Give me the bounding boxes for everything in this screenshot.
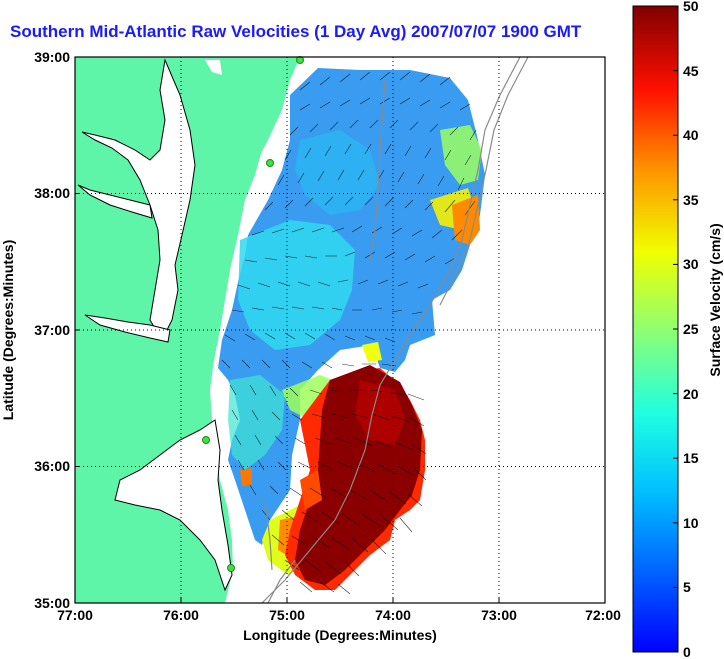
y-tick-labels: 39:00 38:00 37:00 36:00 35:00 bbox=[34, 49, 70, 611]
colorbar-tick-label: 50 bbox=[683, 0, 699, 14]
inlet-water bbox=[205, 60, 222, 75]
station-marker bbox=[227, 564, 235, 572]
x-tick-label: 73:00 bbox=[481, 607, 517, 623]
colorbar-tick-label: 15 bbox=[683, 450, 699, 466]
potomac-river bbox=[77, 184, 153, 219]
colorbar-tick-label: 45 bbox=[683, 63, 699, 79]
x-tick-labels: 77:00 76:00 75:00 74:00 73:00 72:00 bbox=[57, 607, 621, 623]
x-axis-label: Longitude (Degrees:Minutes) bbox=[243, 627, 437, 643]
x-tick-label: 76:00 bbox=[163, 607, 199, 623]
colorbar-tick-label: 0 bbox=[683, 644, 691, 659]
colorbar: 50 45 40 35 30 25 20 15 10 5 0 Surface V… bbox=[632, 0, 723, 659]
station-marker bbox=[266, 159, 274, 167]
grid-lines bbox=[75, 57, 605, 603]
colorbar-tick-label: 40 bbox=[683, 127, 699, 143]
x-tick-label: 72:00 bbox=[585, 607, 621, 623]
colorbar-label: Surface Velocity (cm/s) bbox=[707, 223, 723, 376]
y-tick-label: 36:00 bbox=[34, 458, 70, 474]
peninsula bbox=[180, 57, 300, 300]
sound-water bbox=[114, 419, 233, 592]
x-tick-label: 75:00 bbox=[269, 607, 305, 623]
colorbar-tick-label: 35 bbox=[683, 192, 699, 208]
axis-ticks bbox=[75, 193, 500, 603]
colorbar-gradient bbox=[632, 5, 679, 653]
hf-radar-stations bbox=[202, 56, 304, 572]
colorbar-tick-label: 30 bbox=[683, 256, 699, 272]
colorbar-tick-label: 10 bbox=[683, 515, 699, 531]
bathymetry-contours bbox=[261, 57, 529, 603]
colorbar-tick-label: 5 bbox=[683, 579, 691, 595]
map-title: Southern Mid-Atlantic Raw Velocities (1 … bbox=[10, 22, 582, 41]
y-tick-label: 37:00 bbox=[34, 322, 70, 338]
y-tick-label: 38:00 bbox=[34, 185, 70, 201]
james-river bbox=[84, 314, 171, 343]
y-axis-label: Latitude (Degrees:Minutes) bbox=[0, 240, 16, 420]
station-marker bbox=[202, 436, 210, 444]
y-tick-label: 39:00 bbox=[34, 49, 70, 65]
y-tick-label: 35:00 bbox=[34, 595, 70, 611]
x-tick-label: 77:00 bbox=[57, 607, 93, 623]
colorbar-tick-label: 25 bbox=[683, 321, 699, 337]
x-tick-label: 74:00 bbox=[375, 607, 411, 623]
bay-water bbox=[81, 58, 196, 342]
colorbar-tick-label: 20 bbox=[683, 386, 699, 402]
